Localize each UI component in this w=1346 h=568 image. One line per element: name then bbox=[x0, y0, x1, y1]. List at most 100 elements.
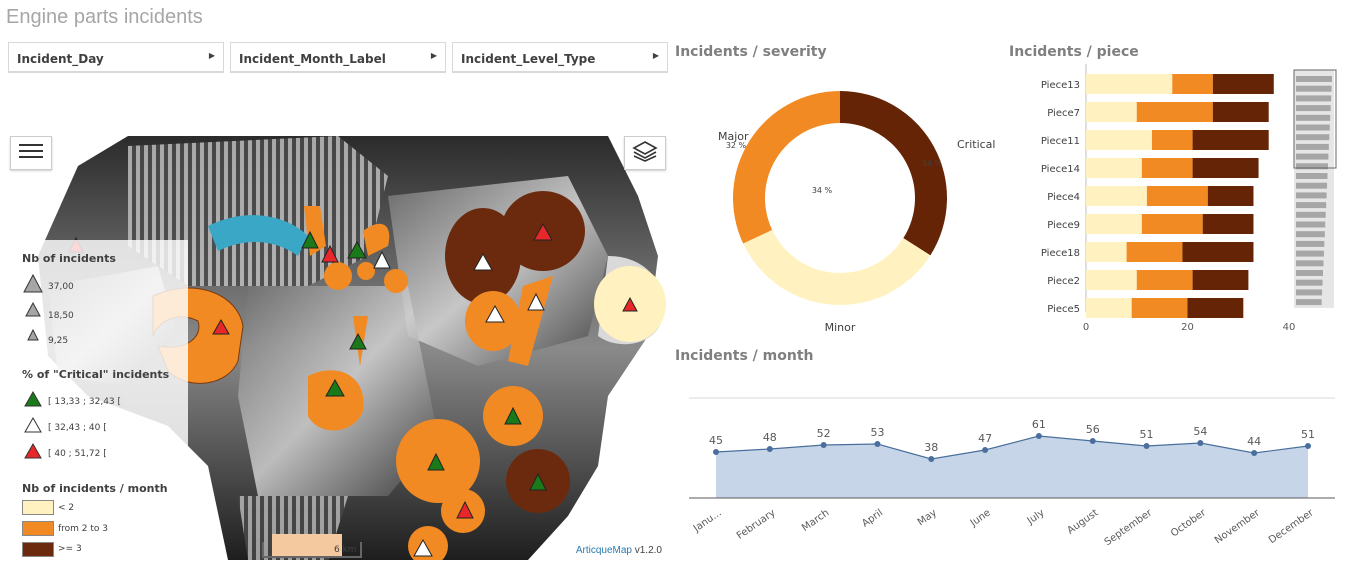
piece-chart-title: Incidents / piece bbox=[1009, 44, 1139, 60]
bar-category-label: Piece14 bbox=[1041, 164, 1080, 175]
bar-segment bbox=[1141, 158, 1193, 178]
marker-red-triangle[interactable] bbox=[321, 244, 339, 263]
bar-scrollbar-mark bbox=[1296, 289, 1323, 296]
bar-category-label: Piece11 bbox=[1041, 136, 1080, 147]
area-category-label: Janu... bbox=[691, 507, 724, 535]
legend-size-item: 9,25 bbox=[48, 336, 69, 346]
bar-tick-label: 0 bbox=[1083, 322, 1089, 333]
bar-scrollbar-mark bbox=[1296, 76, 1332, 82]
marker-green-triangle[interactable] bbox=[427, 452, 445, 471]
bar-scrollbar-mark bbox=[1296, 270, 1323, 276]
map-layers-button[interactable] bbox=[624, 136, 666, 170]
filter-incident-month-label[interactable]: Incident_Month_Label ▶ bbox=[230, 42, 446, 73]
area-data-label: 45 bbox=[709, 434, 723, 447]
filter-incident-day[interactable]: Incident_Day ▶ bbox=[8, 42, 224, 73]
marker-green-triangle[interactable] bbox=[504, 406, 522, 425]
area-category-label: November bbox=[1213, 507, 1263, 546]
bar-segment bbox=[1192, 158, 1259, 178]
donut-category-label: Critical bbox=[957, 138, 995, 151]
bar-category-label: Piece9 bbox=[1047, 220, 1080, 231]
bar-scrollbar-mark bbox=[1296, 250, 1324, 257]
bar-scrollbar-mark bbox=[1296, 221, 1326, 228]
engine-map[interactable]: Nb of incidents 37,00 18,50 9,25 % of "C… bbox=[8, 136, 668, 560]
bar-segment bbox=[1126, 242, 1183, 262]
area-point bbox=[713, 449, 719, 455]
marker-green-triangle[interactable] bbox=[325, 378, 345, 397]
filter-label: Incident_Month_Label bbox=[239, 52, 386, 66]
triangle-right-icon: ▶ bbox=[430, 51, 437, 60]
marker-green-triangle[interactable] bbox=[301, 230, 319, 249]
area-point bbox=[1035, 433, 1042, 439]
area-point bbox=[820, 442, 827, 448]
triangle-right-icon: ▶ bbox=[652, 51, 659, 60]
marker-green-triangle[interactable] bbox=[529, 472, 547, 491]
hamburger-icon bbox=[19, 143, 43, 163]
marker-red-triangle[interactable] bbox=[456, 500, 474, 519]
marker-white-triangle[interactable] bbox=[373, 250, 391, 269]
marker-white-triangle[interactable] bbox=[413, 538, 433, 557]
articque-brand: ArticqueMap bbox=[575, 545, 632, 556]
area-data-label: 56 bbox=[1086, 423, 1100, 436]
marker-red-triangle[interactable] bbox=[533, 222, 553, 241]
bar-scrollbar-mark bbox=[1296, 299, 1322, 306]
bar-category-label: Piece4 bbox=[1047, 192, 1080, 203]
bar-scrollbar-mark bbox=[1296, 124, 1330, 131]
bar-segment bbox=[1131, 298, 1188, 318]
month-area-chart[interactable]: 45 Janu... 48 February 52 March 53 April 38 May 47… bbox=[675, 370, 1345, 566]
bar-tick-label: 40 bbox=[1283, 322, 1296, 333]
legend-critical-item: [ 13,33 ; 32,43 [ bbox=[48, 397, 122, 407]
legend-month-item: from 2 to 3 bbox=[58, 524, 109, 534]
bar-scrollbar-mark bbox=[1296, 240, 1325, 247]
area-point bbox=[1251, 450, 1258, 456]
area-data-label: 47 bbox=[978, 432, 992, 445]
legend-month-swatch bbox=[22, 521, 54, 536]
marker-red-triangle[interactable] bbox=[622, 296, 638, 312]
marker-green-triangle[interactable] bbox=[349, 332, 367, 350]
bar-category-label: Piece5 bbox=[1047, 304, 1080, 315]
bar-segment bbox=[1182, 242, 1254, 262]
area-data-label: 38 bbox=[924, 441, 938, 454]
filter-incident-level-type[interactable]: Incident_Level_Type ▶ bbox=[452, 42, 668, 73]
map-legend: Nb of incidents 37,00 18,50 9,25 % of "C… bbox=[18, 240, 188, 560]
marker-white-triangle[interactable] bbox=[485, 304, 505, 323]
bar-scrollbar-mark bbox=[1296, 182, 1328, 189]
marker-white-triangle[interactable] bbox=[473, 252, 493, 271]
area-point bbox=[1089, 438, 1096, 444]
map-scale-bar: 6 km bbox=[262, 542, 362, 558]
articque-credit[interactable]: ArticqueMap v1.2.0 bbox=[576, 545, 662, 556]
area-data-label: 61 bbox=[1032, 418, 1046, 431]
area-point bbox=[1143, 443, 1150, 449]
triangle-white-icon bbox=[24, 416, 42, 433]
area-category-label: April bbox=[860, 507, 885, 529]
app-title: Engine parts incidents bbox=[6, 6, 203, 28]
bar-segment bbox=[1086, 130, 1152, 150]
legend-size-item: 18,50 bbox=[48, 311, 74, 321]
marker-green-triangle[interactable] bbox=[347, 240, 367, 259]
incident-markers bbox=[68, 222, 638, 557]
donut-category-label: Major bbox=[718, 130, 749, 143]
legend-month-title: Nb of incidents / month bbox=[22, 482, 168, 495]
bar-category-label: Piece2 bbox=[1047, 276, 1080, 287]
legend-critical-item: [ 32,43 ; 40 [ bbox=[48, 423, 107, 433]
bar-scrollbar-mark bbox=[1296, 231, 1325, 238]
piece-bar-chart[interactable]: 0 20 40 Piece13 Piece7 Piece11 Piece14 Piece4 Pi… bbox=[1009, 64, 1344, 344]
bar-segment bbox=[1136, 102, 1213, 122]
area-category-label: September bbox=[1103, 507, 1155, 548]
area-category-label: July bbox=[1025, 507, 1047, 527]
bar-segment bbox=[1202, 214, 1254, 234]
map-menu-button[interactable] bbox=[10, 136, 52, 170]
filter-label: Incident_Day bbox=[17, 52, 104, 66]
marker-white-triangle[interactable] bbox=[527, 292, 545, 311]
bar-scrollbar-mark bbox=[1296, 192, 1327, 199]
legend-critical-title: % of "Critical" incidents bbox=[22, 368, 170, 381]
bar-segment bbox=[1187, 298, 1244, 318]
bar-segment bbox=[1192, 130, 1269, 150]
bar-category-label: Piece18 bbox=[1041, 248, 1080, 259]
area-point bbox=[1197, 440, 1204, 446]
legend-critical-symbols bbox=[24, 390, 42, 459]
legend-month-swatch bbox=[22, 500, 54, 515]
triangle-large-icon bbox=[23, 273, 43, 293]
severity-donut-chart[interactable]: 34 % Critical 34 % Minor 32 %Major bbox=[675, 68, 1005, 348]
bar-segment bbox=[1086, 270, 1137, 290]
marker-red-triangle[interactable] bbox=[212, 318, 230, 335]
